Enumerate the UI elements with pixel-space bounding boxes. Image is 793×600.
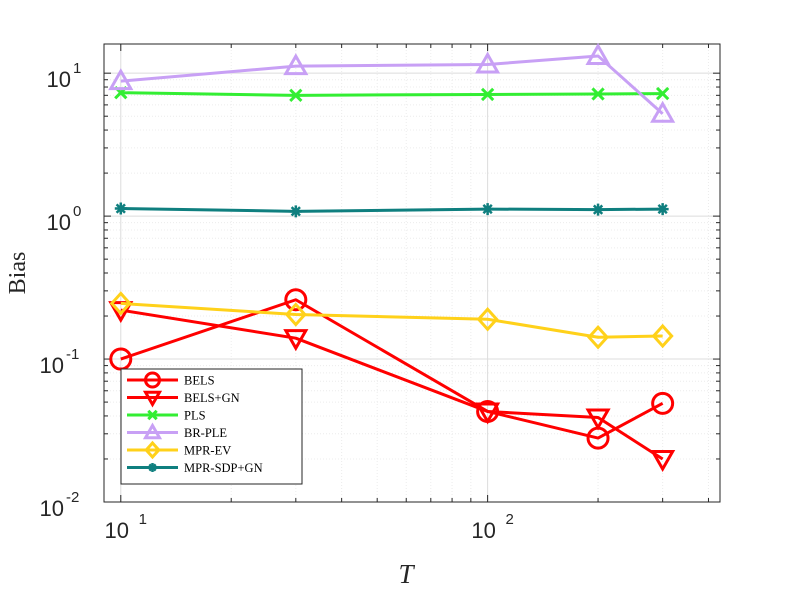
legend-label: MPR-SDP+GN bbox=[184, 461, 263, 475]
data-point-mpr-ev bbox=[284, 302, 307, 327]
legend-label: BELS+GN bbox=[184, 391, 240, 405]
x-tick-label: 10 bbox=[471, 518, 495, 543]
data-point-bels-gn bbox=[283, 329, 309, 352]
data-point-mpr-sdp-gn bbox=[656, 203, 669, 216]
legend-item-mpr-sdp-gn: MPR-SDP+GN bbox=[127, 461, 263, 475]
series-bels-gn bbox=[108, 301, 676, 472]
data-point-pls bbox=[655, 86, 670, 101]
legend-label: MPR-EV bbox=[184, 444, 231, 458]
series-line-bels-gn bbox=[120, 308, 664, 461]
series-line-mpr-sdp-gn bbox=[120, 207, 663, 213]
data-point-br-ple bbox=[283, 53, 309, 76]
y-tick-label: 10 bbox=[40, 353, 64, 378]
data-point-br-ple bbox=[650, 100, 676, 123]
legend: BELS BELS+GN PLS BR-PLE MPR-EV MPR-SDP+GN bbox=[120, 368, 303, 485]
legend-swatch-marker bbox=[144, 440, 161, 460]
legend-label: BELS bbox=[184, 374, 215, 388]
legend-swatch-marker bbox=[142, 390, 163, 408]
data-point-mpr-ev bbox=[109, 291, 132, 316]
series-br-ple bbox=[108, 42, 676, 123]
data-point-pls bbox=[480, 87, 495, 102]
series-line-mpr-ev bbox=[120, 301, 663, 339]
data-point-bels-gn bbox=[108, 301, 134, 324]
y-tick-label-exponent: -2 bbox=[66, 489, 79, 506]
data-point-mpr-sdp-gn bbox=[592, 203, 605, 216]
y-tick-label-exponent: -1 bbox=[66, 346, 79, 363]
y-tick-label-exponent: 1 bbox=[73, 60, 81, 77]
series-mpr-ev bbox=[109, 291, 674, 350]
legend-item-br-ple: BR-PLE bbox=[127, 422, 227, 440]
series bbox=[108, 42, 676, 472]
legend-swatch-marker bbox=[142, 422, 163, 440]
data-point-mpr-ev bbox=[476, 306, 499, 332]
data-point-bels bbox=[284, 288, 308, 312]
data-point-bels-gn bbox=[585, 408, 611, 431]
ticks: 10 1 10 210 -210 -110 010 1 bbox=[40, 44, 720, 543]
y-tick-label: 10 bbox=[47, 210, 71, 235]
series-mpr-sdp-gn bbox=[114, 202, 669, 218]
x-tick-label-exponent: 2 bbox=[505, 511, 513, 528]
data-point-mpr-sdp-gn bbox=[481, 203, 494, 216]
data-point-pls bbox=[289, 88, 303, 102]
legend-item-bels-gn: BELS+GN bbox=[127, 390, 240, 408]
legend-item-pls: PLS bbox=[127, 409, 206, 423]
data-point-bels bbox=[651, 391, 675, 415]
series-pls bbox=[114, 86, 670, 102]
x-tick-label: 10 bbox=[105, 518, 129, 543]
y-tick-label: 10 bbox=[40, 496, 64, 521]
legend-swatch-marker bbox=[148, 463, 157, 472]
legend-swatch-marker bbox=[147, 409, 158, 421]
data-point-mpr-sdp-gn bbox=[114, 202, 127, 215]
data-point-br-ple bbox=[475, 51, 501, 74]
data-point-br-ple bbox=[585, 42, 611, 65]
legend-label: BR-PLE bbox=[184, 426, 227, 440]
data-point-br-ple bbox=[108, 68, 134, 91]
data-point-bels-gn bbox=[475, 402, 501, 425]
y-tick-label-exponent: 0 bbox=[73, 203, 81, 220]
data-point-mpr-ev bbox=[587, 325, 610, 350]
legend-label: PLS bbox=[184, 409, 206, 423]
legend-swatch-marker bbox=[144, 371, 161, 389]
data-point-mpr-sdp-gn bbox=[289, 205, 302, 218]
data-point-pls bbox=[591, 87, 605, 101]
y-tick-label: 10 bbox=[47, 67, 71, 92]
x-tick-label-exponent: 1 bbox=[139, 511, 147, 528]
y-axis-label: Bias bbox=[5, 252, 31, 295]
legend-item-mpr-ev: MPR-EV bbox=[127, 440, 231, 460]
series-line-br-ple bbox=[120, 54, 664, 115]
data-point-bels-gn bbox=[650, 449, 676, 472]
data-point-mpr-ev bbox=[651, 323, 674, 349]
legend-item-bels: BELS bbox=[127, 371, 215, 389]
x-axis-label: T bbox=[398, 559, 415, 589]
